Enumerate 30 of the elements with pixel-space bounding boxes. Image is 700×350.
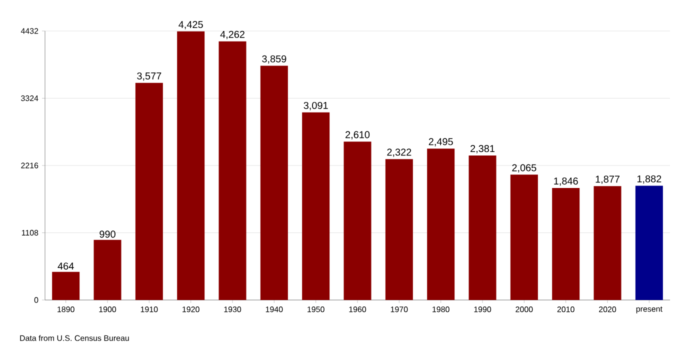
- bar: [635, 186, 663, 300]
- data-label: 464: [58, 262, 74, 270]
- data-label: 1,877: [596, 176, 620, 184]
- bar: [94, 240, 122, 300]
- bar: [427, 148, 455, 300]
- data-label: 3,091: [304, 102, 328, 110]
- bar: [344, 142, 372, 300]
- bar: [552, 188, 580, 300]
- data-label: 1,882: [637, 175, 662, 184]
- data-label: 2,610: [346, 131, 370, 140]
- data-label: 1,846: [554, 178, 578, 186]
- bar: [385, 159, 413, 300]
- bar: [218, 41, 246, 300]
- bar: [468, 155, 496, 300]
- data-label: 4,425: [178, 20, 203, 30]
- data-label: 2,381: [470, 145, 494, 154]
- bar: [135, 82, 163, 300]
- data-label: 3,859: [262, 55, 286, 64]
- data-label: 2,495: [428, 138, 453, 146]
- data-label: 2,322: [387, 148, 412, 157]
- bar: [177, 31, 205, 300]
- bar: [52, 272, 80, 300]
- bar: [594, 186, 622, 300]
- data-label: 2,065: [512, 164, 536, 172]
- data-label: 3,577: [137, 72, 162, 81]
- bar: [510, 174, 538, 300]
- data-label: 990: [100, 230, 116, 238]
- bar: [260, 66, 288, 300]
- data-label: 4,262: [220, 30, 244, 40]
- bar: [302, 112, 330, 300]
